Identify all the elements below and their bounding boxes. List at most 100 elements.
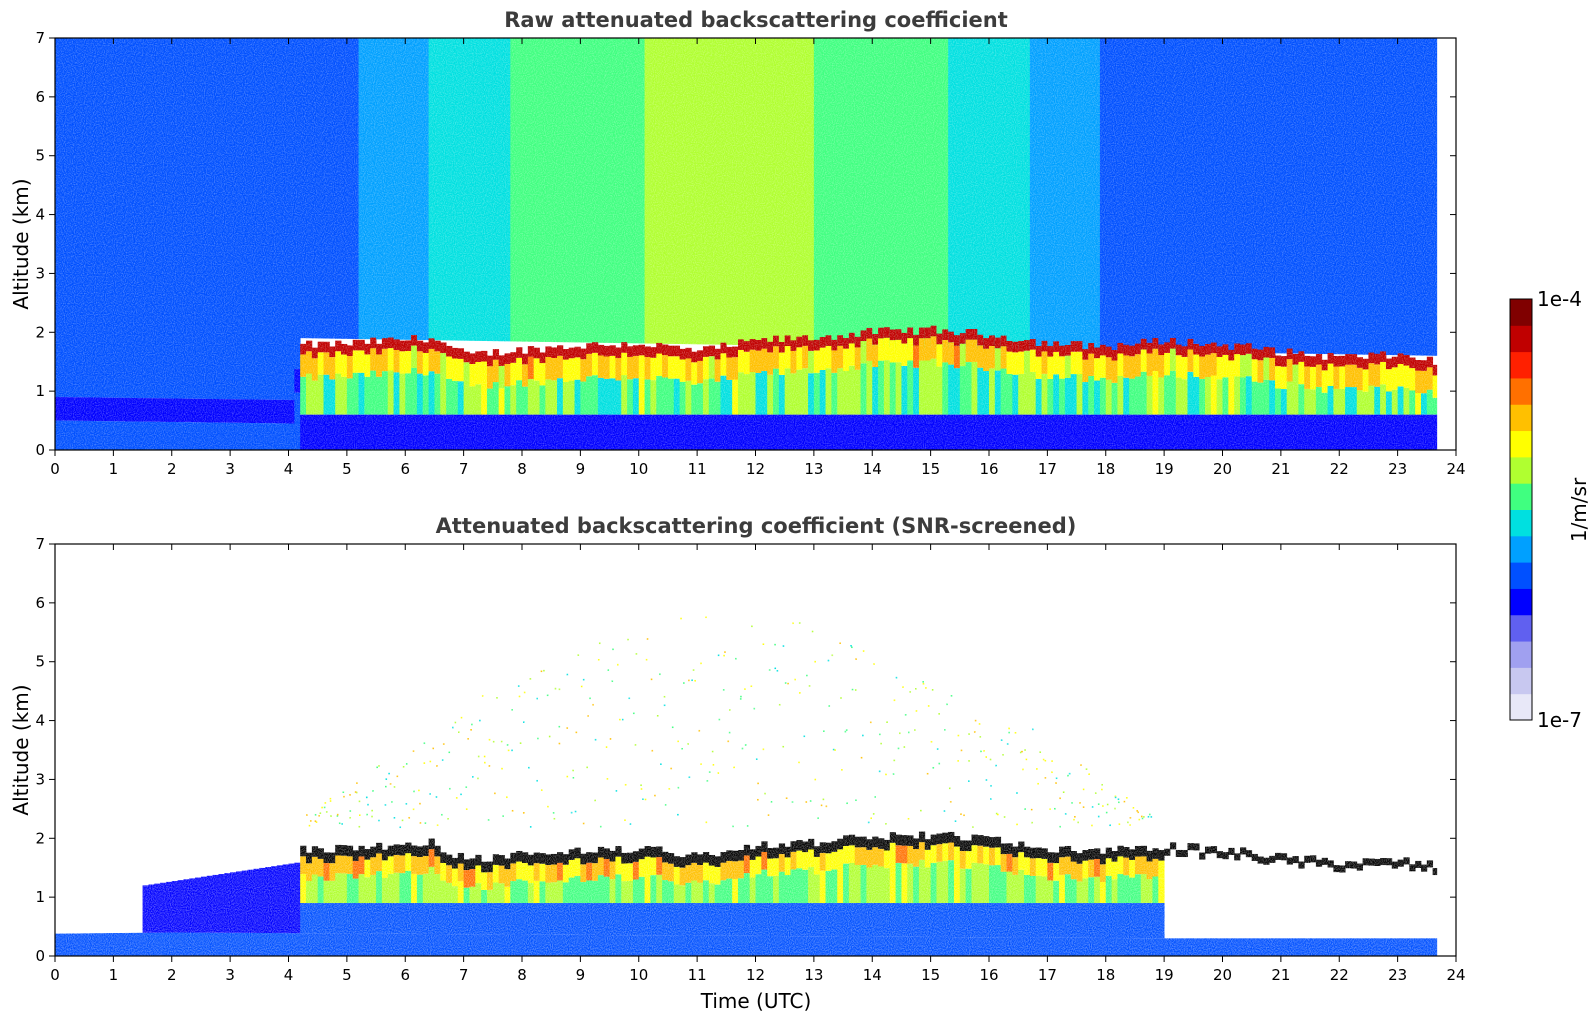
colorbar-min-label: 1e-7 (1537, 708, 1582, 732)
p1-x-tick-label: 10 (629, 460, 648, 478)
p2-x-tick-label: 9 (576, 966, 586, 984)
p2-y-tick-label: 5 (35, 653, 45, 671)
p1-y-tick-label: 4 (35, 206, 45, 224)
p2-y-tick-label: 3 (35, 770, 45, 788)
colorbar-swatch (1510, 351, 1532, 379)
p2-x-tick-label: 15 (921, 966, 940, 984)
p2-y-tick-label: 0 (35, 947, 45, 965)
p1-x-tick-label: 7 (459, 460, 469, 478)
p1-y-tick-label: 7 (35, 29, 45, 47)
p1-y-tick-label: 0 (35, 441, 45, 459)
p1-x-tick-label: 8 (517, 460, 527, 478)
p2-x-tick-label: 19 (1155, 966, 1174, 984)
panel1-title: Raw attenuated backscattering coefficien… (504, 8, 1008, 32)
colorbar-swatch (1510, 614, 1532, 642)
p1-x-tick-label: 20 (1213, 460, 1232, 478)
p1-x-tick-label: 0 (50, 460, 60, 478)
p1-x-tick-label: 4 (284, 460, 294, 478)
colorbar-swatch (1510, 535, 1532, 563)
colorbar-swatch (1510, 562, 1532, 589)
panel2-title: Attenuated backscattering coefficient (S… (436, 514, 1077, 538)
p2-x-tick-label: 1 (109, 966, 119, 984)
snr-screened-heatmap (55, 544, 1438, 956)
p1-y-tick-label: 6 (35, 88, 45, 106)
p1-x-tick-label: 2 (167, 460, 177, 478)
p1-x-tick-label: 18 (1096, 460, 1115, 478)
p2-x-tick-label: 18 (1096, 966, 1115, 984)
p1-x-tick-label: 19 (1155, 460, 1174, 478)
p2-x-tick-label: 0 (50, 966, 60, 984)
p1-y-tick-label: 1 (35, 382, 45, 400)
p2-x-tick-label: 10 (629, 966, 648, 984)
p2-x-tick-label: 2 (167, 966, 177, 984)
p1-y-tick-label: 5 (35, 147, 45, 165)
p2-x-tick-label: 4 (284, 966, 294, 984)
p2-x-tick-label: 20 (1213, 966, 1232, 984)
colorbar-swatch (1510, 325, 1532, 353)
colorbar: 1e-4 1e-7 1/m/sr (1509, 287, 1591, 732)
p2-y-tick-label: 4 (35, 712, 45, 730)
colorbar-swatch (1510, 693, 1532, 721)
p2-x-tick-label: 8 (517, 966, 527, 984)
p2-x-tick-label: 21 (1271, 966, 1290, 984)
p1-x-tick-label: 22 (1330, 460, 1349, 478)
p1-y-tick-label: 2 (35, 323, 45, 341)
colorbar-swatch (1510, 404, 1532, 432)
colorbar-swatch (1510, 588, 1532, 616)
p2-x-tick-label: 11 (688, 966, 707, 984)
p1-x-tick-label: 15 (921, 460, 940, 478)
raw-backscatter-heatmap (55, 38, 1438, 450)
p2-y-tick-label: 7 (35, 535, 45, 553)
p2-x-tick-label: 6 (400, 966, 410, 984)
p1-x-tick-label: 13 (804, 460, 823, 478)
p2-x-tick-label: 23 (1388, 966, 1407, 984)
p1-x-tick-label: 3 (225, 460, 235, 478)
x-axis-label: Time (UTC) (700, 989, 812, 1013)
p2-x-tick-label: 13 (804, 966, 823, 984)
p1-x-tick-label: 17 (1038, 460, 1057, 478)
colorbar-swatch (1510, 430, 1532, 458)
p1-x-tick-label: 14 (863, 460, 882, 478)
p1-x-tick-label: 24 (1446, 460, 1465, 478)
p2-x-tick-label: 24 (1446, 966, 1465, 984)
colorbar-unit-label: 1/m/sr (1567, 477, 1591, 542)
p1-y-tick-label: 3 (35, 264, 45, 282)
p2-x-tick-label: 12 (746, 966, 765, 984)
p1-x-tick-label: 6 (400, 460, 410, 478)
colorbar-swatches (1510, 299, 1532, 721)
p1-x-tick-label: 23 (1388, 460, 1407, 478)
p2-y-tick-label: 1 (35, 888, 45, 906)
colorbar-swatch (1510, 483, 1532, 510)
panel2-x-axis: 0 1 2 3 4 5 6 7 8 9 10 11 12 13 14 15 16 17 18 19 20 21 22 23 24 (50, 544, 1466, 984)
p2-x-tick-label: 5 (342, 966, 352, 984)
panel1-y-axis-label: Altitude (km) (9, 178, 33, 309)
p1-x-tick-label: 16 (979, 460, 998, 478)
panel2-y-axis-label: Altitude (km) (9, 684, 33, 815)
p2-x-tick-label: 22 (1330, 966, 1349, 984)
p2-y-tick-label: 6 (35, 594, 45, 612)
p1-x-tick-label: 11 (688, 460, 707, 478)
colorbar-swatch (1510, 299, 1532, 326)
p1-x-tick-label: 5 (342, 460, 352, 478)
p1-x-tick-label: 1 (109, 460, 119, 478)
panel1-x-axis: 0 1 2 3 4 5 6 7 8 9 10 11 12 13 14 15 16 17 18 19 20 21 22 23 24 (50, 38, 1466, 478)
p1-noise-overlay (55, 38, 1437, 450)
snr-screened-panel: Attenuated backscattering coefficient (S… (9, 514, 1466, 1013)
p1-x-tick-label: 21 (1271, 460, 1290, 478)
p1-x-tick-label: 9 (576, 460, 586, 478)
colorbar-swatch (1510, 667, 1532, 695)
colorbar-swatch (1510, 641, 1532, 668)
raw-backscatter-panel: Raw attenuated backscattering coefficien… (9, 8, 1466, 478)
colorbar-max-label: 1e-4 (1537, 287, 1582, 311)
p2-x-tick-label: 16 (979, 966, 998, 984)
colorbar-swatch (1510, 377, 1532, 405)
colorbar-swatch (1510, 456, 1532, 484)
p1-x-tick-label: 12 (746, 460, 765, 478)
p2-x-tick-label: 7 (459, 966, 469, 984)
p2-x-tick-label: 17 (1038, 966, 1057, 984)
p2-x-tick-label: 3 (225, 966, 235, 984)
colorbar-frame (1509, 298, 1533, 721)
p2-y-tick-label: 2 (35, 829, 45, 847)
panel2-y-axis: 0 1 2 3 4 5 6 7 (35, 535, 1456, 965)
